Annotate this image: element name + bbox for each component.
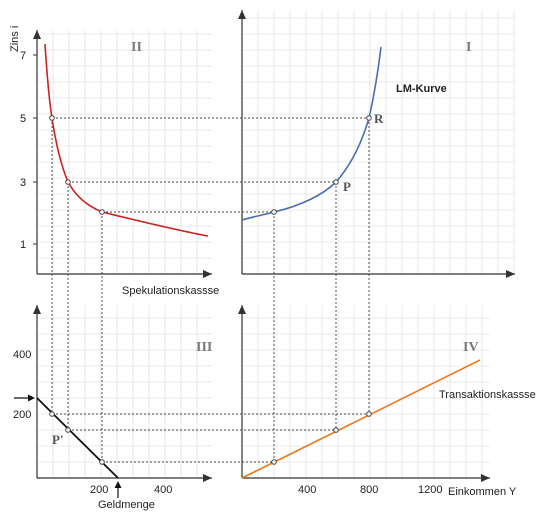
money-axis-label: Geldmenge	[98, 499, 155, 511]
tick-interest-1: 1	[20, 239, 26, 251]
tick-money-h-200: 200	[90, 484, 108, 496]
speculation-label: Spekulationskassse	[122, 285, 219, 297]
trans-point-mid	[333, 427, 339, 433]
quadrant-label-2: II	[131, 40, 142, 55]
trans-point-high	[366, 411, 372, 417]
lm-point-low	[271, 209, 277, 215]
tick-interest-3: 3	[20, 177, 26, 189]
tick-income-800: 800	[360, 484, 378, 496]
y-axis-label: Zins i	[9, 26, 21, 52]
quadrant-label-1: I	[466, 40, 471, 55]
tick-interest-5: 5	[20, 113, 26, 125]
connector-lines	[51, 117, 370, 463]
tick-money-h-400: 400	[154, 484, 172, 496]
tick-money-400: 400	[13, 349, 31, 361]
money-point-upper	[49, 411, 55, 417]
spec-point-mid	[65, 179, 71, 185]
money-point-lower	[99, 459, 105, 465]
speculation-curve	[44, 43, 209, 237]
tick-income-1200: 1200	[418, 484, 442, 496]
transaction-label: Transaktionskassse	[439, 389, 536, 401]
money-supply-line	[36, 397, 119, 479]
point-label-p-prime: P'	[52, 432, 64, 447]
spec-point-low	[99, 209, 105, 215]
tick-money-200: 200	[13, 409, 31, 421]
lm-point-p	[333, 179, 339, 185]
x-axis-label: Einkommen Y	[448, 486, 517, 498]
point-label-p: P	[343, 179, 351, 194]
curve-points	[49, 115, 372, 465]
tick-interest-7: 7	[20, 50, 26, 62]
tick-income-400: 400	[298, 484, 316, 496]
quadrant-label-3: III	[196, 340, 212, 355]
spec-point-high	[49, 115, 55, 121]
point-label-r: R	[374, 111, 384, 126]
axes	[36, 10, 515, 479]
transaction-line	[241, 359, 481, 479]
lm-point-r	[366, 115, 372, 121]
quadrant-label-4: IV	[463, 340, 479, 355]
lm-curve-label: LM-Kurve	[396, 83, 447, 95]
grid	[37, 10, 515, 478]
money-point-p-prime	[65, 427, 71, 433]
arrowheads	[33, 10, 515, 482]
trans-point-low	[271, 459, 277, 465]
money-supply-arrows	[14, 394, 122, 498]
